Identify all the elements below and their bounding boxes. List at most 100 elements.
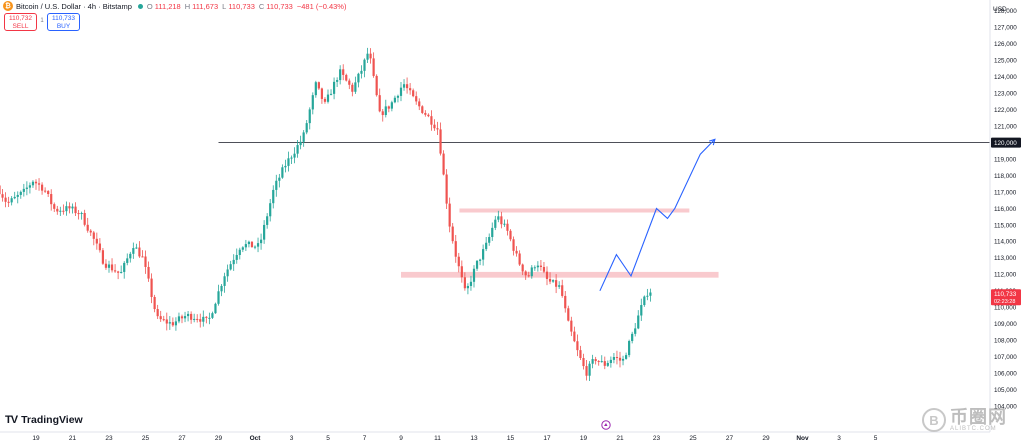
sell-label: SELL bbox=[12, 23, 29, 30]
candle bbox=[147, 261, 150, 282]
candle bbox=[4, 192, 7, 208]
market-status-icon bbox=[137, 3, 143, 9]
candle bbox=[570, 316, 573, 337]
key-level-badge[interactable] bbox=[991, 137, 1021, 148]
low-value: 110,733 bbox=[228, 1, 255, 11]
candle-body bbox=[399, 87, 403, 96]
bitcoin-icon: ₿ bbox=[3, 1, 13, 11]
candle-body bbox=[50, 194, 53, 205]
time-axis[interactable]: 19 21 23 25 27 29 Oct 3 5 7 9 11 13 15 17 19 21 23 25 27 29 N… bbox=[0, 431, 990, 442]
candle-body bbox=[165, 319, 168, 324]
candle bbox=[375, 74, 378, 97]
resistance-zone[interactable] bbox=[401, 271, 719, 278]
candle bbox=[463, 272, 466, 291]
candle bbox=[624, 352, 628, 360]
candle bbox=[512, 236, 515, 256]
candle-body bbox=[442, 153, 445, 175]
candle bbox=[256, 237, 260, 253]
candle-body bbox=[214, 303, 217, 314]
candle bbox=[421, 105, 424, 115]
candle bbox=[247, 240, 251, 248]
event-marker-icon[interactable] bbox=[601, 420, 611, 430]
candle-body bbox=[637, 315, 640, 329]
candle-body bbox=[427, 114, 430, 117]
candle-body bbox=[591, 359, 594, 364]
candle-body bbox=[126, 258, 129, 263]
candle-body bbox=[351, 84, 354, 92]
candle bbox=[427, 113, 430, 118]
candle bbox=[591, 354, 594, 369]
candle-body bbox=[320, 88, 324, 99]
candle bbox=[107, 260, 111, 273]
candle bbox=[576, 334, 579, 357]
candle-body bbox=[643, 296, 646, 306]
candle-body bbox=[135, 247, 138, 249]
projection-path[interactable] bbox=[599, 138, 716, 292]
candle-body bbox=[25, 187, 28, 189]
buy-button[interactable]: 110,733 BUY bbox=[47, 13, 80, 31]
candle bbox=[144, 250, 147, 274]
price-axis[interactable]: USD 104,000 105,000 106,000 107,000 108,000 10… bbox=[989, 0, 1021, 432]
candle-body bbox=[345, 74, 348, 81]
candle bbox=[488, 233, 491, 246]
candle bbox=[524, 270, 527, 280]
candle bbox=[287, 151, 290, 172]
candle-body bbox=[409, 88, 412, 91]
candle-body bbox=[208, 317, 211, 319]
candle bbox=[497, 210, 500, 223]
candle bbox=[110, 258, 114, 273]
x-tick-label: 29 bbox=[762, 435, 770, 442]
candle bbox=[332, 77, 336, 100]
candle bbox=[351, 82, 354, 97]
candle-body bbox=[68, 206, 71, 209]
y-tick-label: 108,000 bbox=[994, 338, 1017, 345]
candle bbox=[555, 274, 558, 294]
candle-body bbox=[16, 194, 19, 197]
candle bbox=[390, 100, 393, 112]
key-level-badge-label: 120,000 bbox=[994, 140, 1017, 147]
candle bbox=[253, 245, 257, 250]
candle-body bbox=[123, 262, 126, 272]
x-tick-label: 7 bbox=[363, 435, 367, 442]
candle-body bbox=[448, 203, 451, 227]
candle-body bbox=[162, 319, 165, 321]
candle-body bbox=[0, 185, 1, 195]
candle bbox=[527, 271, 530, 278]
candle bbox=[89, 229, 92, 236]
candle bbox=[482, 244, 485, 266]
y-tick-label: 126,000 bbox=[994, 41, 1017, 48]
candle bbox=[521, 263, 524, 276]
candle bbox=[634, 322, 637, 337]
candle bbox=[345, 73, 348, 82]
candle bbox=[281, 164, 284, 179]
candle-body bbox=[463, 277, 466, 289]
candle-body bbox=[256, 243, 260, 247]
watermark-logo-icon: B bbox=[922, 408, 946, 432]
candle-body bbox=[618, 357, 622, 361]
candle bbox=[323, 97, 327, 104]
candle bbox=[62, 204, 65, 215]
candle-body bbox=[649, 292, 652, 296]
candle-body bbox=[521, 264, 524, 272]
candle-body bbox=[7, 201, 10, 203]
current-price-badge[interactable] bbox=[991, 289, 1021, 306]
resistance-zone[interactable] bbox=[459, 208, 690, 213]
candle-body bbox=[454, 241, 457, 257]
candle-body bbox=[74, 206, 77, 214]
candle-body bbox=[421, 106, 424, 113]
candle bbox=[539, 260, 543, 271]
candle bbox=[594, 356, 597, 365]
candle bbox=[235, 248, 238, 264]
sell-button[interactable]: 110,732 SELL bbox=[4, 13, 37, 31]
candle bbox=[478, 258, 482, 266]
candle bbox=[621, 355, 625, 366]
tradingview-logo[interactable]: TV TradingView bbox=[5, 414, 83, 426]
symbol-title[interactable]: Bitcoin / U.S. Dollar · 4h · Bitstamp bbox=[16, 1, 132, 11]
candle-body bbox=[217, 291, 220, 304]
candle-body bbox=[482, 249, 485, 260]
candle-body bbox=[153, 296, 156, 310]
candle bbox=[241, 246, 244, 253]
candle bbox=[314, 80, 317, 98]
event-marker-glyph-icon bbox=[604, 423, 608, 426]
